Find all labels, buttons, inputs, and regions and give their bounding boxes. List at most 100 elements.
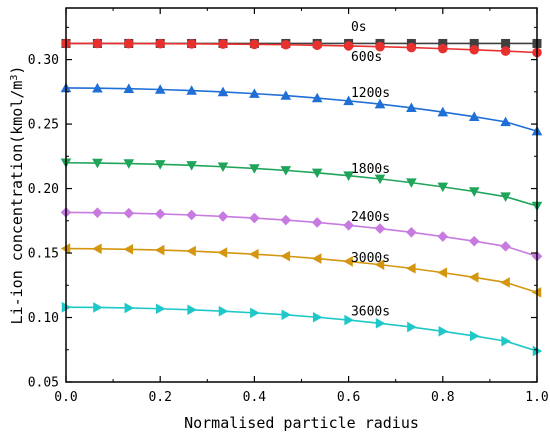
axis-layer: 0.0 0.2 0.4 0.6 0.8 1.0 0.05 0.10 0.15 0.20 0.25 0.… <box>28 8 549 405</box>
y-axis-title-sup: 3 <box>9 75 20 81</box>
data-point <box>468 111 480 121</box>
x-tick-label: 0.8 <box>431 390 454 405</box>
data-point <box>375 41 385 52</box>
data-point <box>249 248 259 260</box>
data-point <box>312 311 323 323</box>
y-tick-label: 0.20 <box>28 182 59 197</box>
y-axis-title-main: Li-ion concentration(kmol/m <box>8 81 26 325</box>
data-point <box>468 271 479 283</box>
series-line <box>65 306 538 352</box>
data-point <box>186 85 197 95</box>
data-point <box>406 226 417 238</box>
data-point <box>249 164 260 174</box>
x-tick-label: 0.0 <box>54 390 77 405</box>
x-tick-label: 1.0 <box>525 390 548 405</box>
data-point <box>92 38 103 49</box>
data-point <box>375 318 386 329</box>
data-point <box>280 166 292 176</box>
data-point <box>92 82 103 93</box>
data-point <box>438 43 448 54</box>
series-annotation: 1200s <box>351 86 390 101</box>
data-point <box>186 245 196 257</box>
data-point <box>123 207 135 219</box>
data-point <box>343 95 354 106</box>
x-tick-label: 0.6 <box>337 390 360 405</box>
data-point <box>155 303 166 315</box>
data-point <box>500 46 511 56</box>
data-point <box>123 38 134 49</box>
data-point <box>407 321 417 333</box>
data-point <box>217 247 228 258</box>
series-line <box>65 161 538 207</box>
data-point <box>249 88 260 98</box>
data-point <box>437 231 449 242</box>
data-point <box>406 178 417 188</box>
y-tick-label: 0.25 <box>28 118 59 133</box>
annotation-layer: 0s 600s 1200s 1800s 2400s 3000s 3600s <box>351 20 390 319</box>
data-point <box>123 159 135 169</box>
series-1800s <box>60 158 543 212</box>
series-2400s <box>60 207 543 262</box>
data-point <box>123 83 135 93</box>
y-axis-title-end: ) <box>8 66 26 75</box>
data-point <box>406 42 417 53</box>
plot-frame <box>65 7 538 383</box>
data-point <box>438 38 448 48</box>
data-point <box>311 217 323 228</box>
data-point <box>187 304 197 316</box>
y-tick-label: 0.10 <box>28 311 59 326</box>
series-annotation: 600s <box>351 50 382 65</box>
data-point <box>438 326 449 337</box>
series-line <box>65 211 538 258</box>
data-point <box>311 253 322 264</box>
y-axis-title: Li-ion concentration(kmol/m3) <box>8 66 26 325</box>
data-point <box>250 307 260 319</box>
data-point <box>374 174 386 185</box>
data-point <box>249 39 260 50</box>
data-point <box>218 305 229 317</box>
data-point <box>217 162 229 173</box>
data-point <box>280 214 292 226</box>
data-point <box>281 39 291 50</box>
data-point <box>186 209 197 221</box>
data-point <box>501 38 511 48</box>
data-point <box>469 44 480 55</box>
data-point <box>500 241 511 252</box>
data-point <box>217 211 229 222</box>
data-point <box>155 38 165 49</box>
y-tick-label: 0.15 <box>28 247 59 262</box>
series-line <box>65 87 538 132</box>
data-point <box>311 168 323 179</box>
data-point <box>154 160 166 170</box>
data-point <box>312 40 322 51</box>
data-point <box>249 212 260 224</box>
data-point <box>468 235 480 247</box>
series-annotation: 2400s <box>351 210 390 225</box>
data-point <box>154 84 166 94</box>
data-point <box>280 90 292 100</box>
data-point <box>501 335 511 347</box>
data-point <box>92 243 102 255</box>
series-3600s <box>61 301 543 357</box>
data-point <box>123 243 134 255</box>
data-point <box>374 259 385 270</box>
series-3000s <box>60 243 542 298</box>
data-point <box>186 39 197 49</box>
data-point <box>406 102 417 113</box>
series-annotation: 0s <box>351 20 367 35</box>
data-point <box>343 220 354 231</box>
data-point <box>124 302 135 314</box>
series-1200s <box>60 82 543 136</box>
data-point <box>500 192 511 202</box>
data-point <box>92 158 103 169</box>
data-point <box>374 98 386 109</box>
data-point <box>343 256 353 267</box>
data-point <box>311 92 323 103</box>
data-point <box>154 208 166 220</box>
series-layer <box>60 38 543 357</box>
data-point <box>154 244 165 256</box>
data-point <box>437 182 449 193</box>
series-annotation: 3600s <box>351 305 390 320</box>
data-point <box>93 302 103 313</box>
